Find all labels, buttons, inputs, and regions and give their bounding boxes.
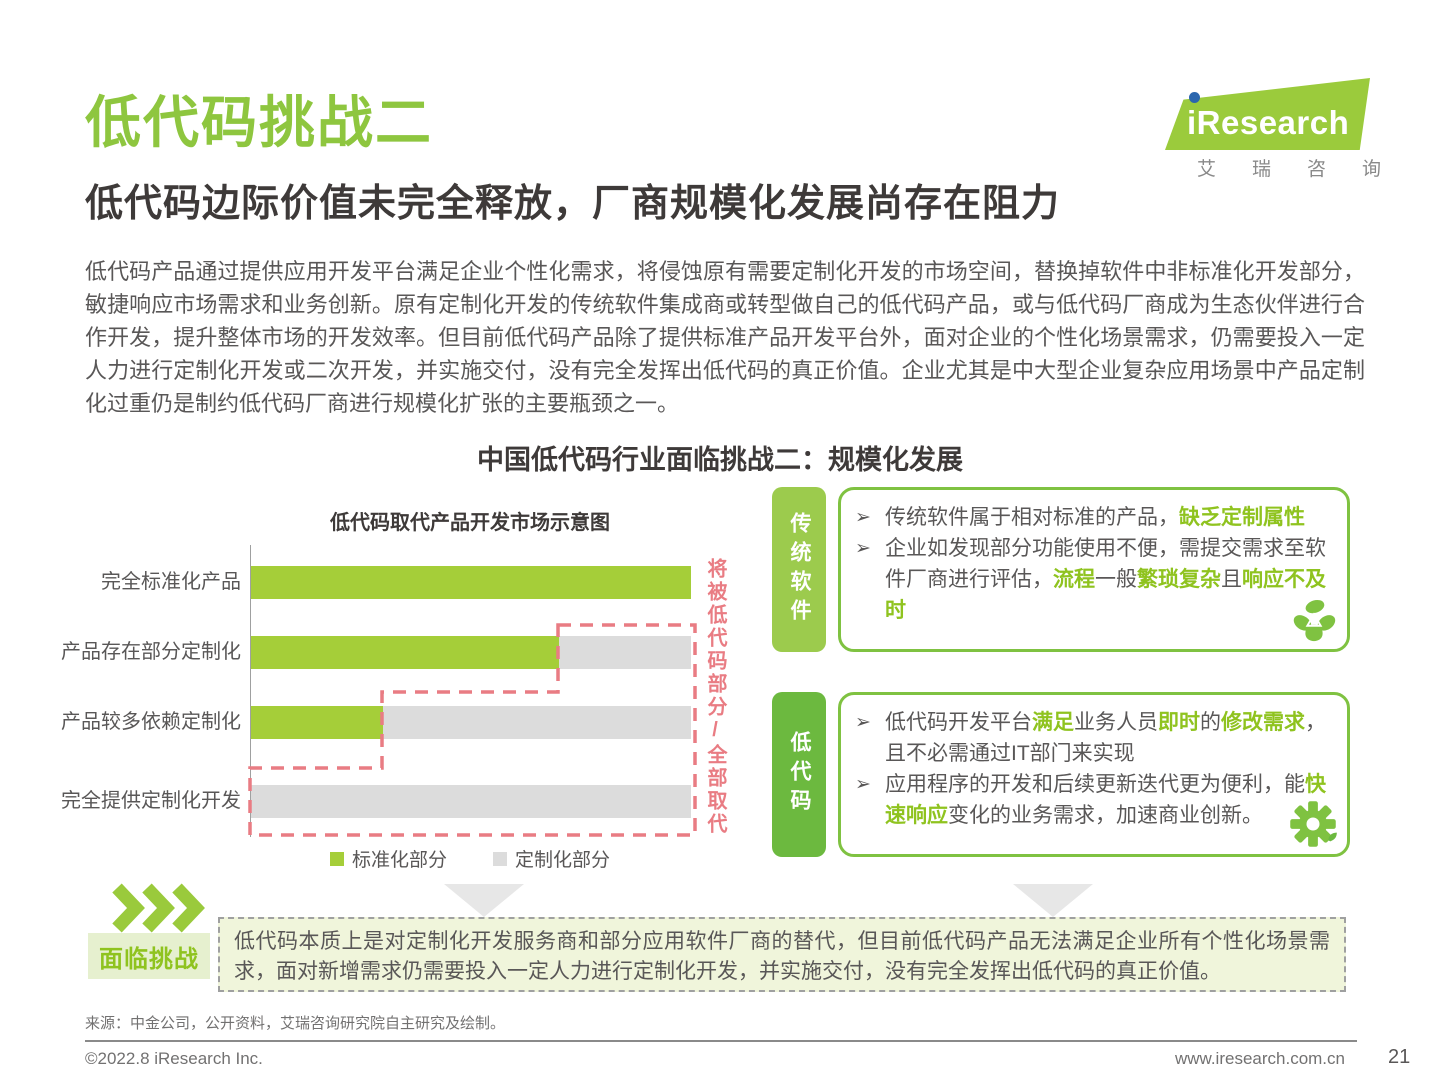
legend-swatch-icon [329, 851, 344, 866]
bullet-item: ➢ 应用程序的开发和后续更新迭代更为便利，能快速响应变化的业务需求，加速商业创新。 [855, 769, 1329, 831]
gear-icon [1290, 801, 1337, 847]
legend-label: 定制化部分 [515, 850, 611, 871]
chart-category-label: 完全标准化产品 [101, 571, 241, 593]
legend-item: 标准化部分 [329, 845, 447, 872]
arrow-bullet-icon: ➢ [855, 712, 871, 733]
copyright: ©2022.8 iResearch Inc. [85, 1049, 263, 1068]
logo-i-dot-icon [1189, 92, 1200, 103]
bullet-item: ➢ 企业如发现部分功能使用不便，需提交需求至软件厂商进行评估，流程一般繁琐复杂且响… [855, 533, 1329, 626]
bullet-item: ➢ 传统软件属于相对标准的产品，缺乏定制属性 [855, 502, 1329, 533]
arrow-bullet-icon: ➢ [855, 538, 871, 559]
chart-annotation: 将被低代码部分/全部取代 [704, 558, 726, 836]
iresearch-logo: iResearch 艾瑞咨询 [1165, 72, 1381, 180]
chart-row: 完全标准化产品 [59, 566, 691, 599]
bar-segment [383, 706, 691, 739]
intro-paragraph: 低代码产品通过提供应用开发平台满足企业个性化需求，将侵蚀原有需要定制化开发的市场… [85, 259, 1365, 416]
chart-legend: 标准化部分 定制化部分 [250, 845, 690, 872]
bullet-item: ➢ 低代码开发平台满足业务人员即时的修改需求，且不必需通过IT部门来实现 [855, 707, 1329, 769]
page-number: 21 [1388, 1046, 1411, 1068]
bar-segment [559, 636, 691, 669]
panel-tab-traditional-software: 传统软件 [772, 487, 826, 652]
bullet-list: ➢ 传统软件属于相对标准的产品，缺乏定制属性 ➢ 企业如发现部分功能使用不便，需提交需… [855, 502, 1329, 626]
section-heading: 中国低代码行业面临挑战二：规模化发展 [477, 445, 963, 475]
footer-divider [85, 1040, 1357, 1042]
bullet-text: 低代码开发平台满足业务人员即时的修改需求，且不必需通过IT部门来实现 [885, 711, 1326, 765]
chart-row: 产品较多依赖定制化 [59, 706, 691, 739]
bar-segment [251, 706, 383, 739]
plant-person-icon [1293, 599, 1336, 642]
triple-chevron-icon [112, 883, 205, 933]
bar-segment [251, 636, 559, 669]
legend-label: 标准化部分 [351, 850, 447, 871]
challenge-label: 面临挑战 [88, 933, 210, 979]
bullet-list: ➢ 低代码开发平台满足业务人员即时的修改需求，且不必需通过IT部门来实现 ➢ 应用程序… [855, 707, 1329, 831]
chart-bar [251, 706, 691, 739]
challenge-summary: 低代码本质上是对定制化开发服务商和部分应用软件厂商的替代，但目前低代码产品无法满… [218, 917, 1346, 992]
chart-bar [251, 636, 691, 669]
page-title: 低代码挑战二 [85, 91, 433, 154]
website-link[interactable]: www.iresearch.com.cn [1174, 1049, 1345, 1068]
bullet-text: 应用程序的开发和后续更新迭代更为便利，能快速响应变化的业务需求，加速商业创新。 [885, 773, 1326, 827]
chart-category-label: 产品存在部分定制化 [61, 641, 241, 663]
replaced-region-dashed-outline [248, 623, 697, 837]
bullet-text: 传统软件属于相对标准的产品，缺乏定制属性 [885, 506, 1305, 529]
panel-box-traditional-software: ➢ 传统软件属于相对标准的产品，缺乏定制属性 ➢ 企业如发现部分功能使用不便，需提交需… [838, 487, 1350, 652]
page-subtitle: 低代码边际价值未完全释放，厂商规模化发展尚存在阻力 [85, 183, 1061, 225]
bullet-text: 企业如发现部分功能使用不便，需提交需求至软件厂商进行评估，流程一般繁琐复杂且响应… [885, 537, 1326, 622]
chart-category-label: 完全提供定制化开发 [61, 790, 241, 812]
bar-segment [251, 785, 691, 818]
source-note: 来源：中金公司，公开资料，艾瑞咨询研究院自主研究及绘制。 [85, 1015, 506, 1032]
chart-category-label: 产品较多依赖定制化 [61, 711, 241, 733]
down-triangle-left [444, 884, 524, 917]
logo-chinese-name: 艾瑞咨询 [1197, 159, 1418, 180]
logo-wordmark: iResearch [1187, 104, 1350, 141]
chart-row: 完全提供定制化开发 [59, 785, 691, 818]
panel-box-low-code: ➢ 低代码开发平台满足业务人员即时的修改需求，且不必需通过IT部门来实现 ➢ 应用程序… [838, 692, 1350, 857]
chart-bar [251, 785, 691, 818]
legend-item: 定制化部分 [493, 845, 610, 872]
bar-chart: 完全标准化产品产品存在部分定制化 产品较多依赖定制化 完全提供定制化开发 [61, 545, 691, 837]
down-triangle-right [1013, 884, 1093, 917]
arrow-bullet-icon: ➢ [855, 774, 871, 795]
chart-row: 产品存在部分定制化 [59, 636, 691, 669]
chart-bar [251, 566, 691, 599]
logo-shape: iResearch [1165, 78, 1370, 150]
bar-segment [251, 566, 691, 599]
chart-title: 低代码取代产品开发市场示意图 [330, 512, 610, 534]
legend-swatch-icon [493, 851, 507, 866]
arrow-bullet-icon: ➢ [855, 507, 871, 528]
panel-tab-low-code: 低代码 [772, 692, 826, 857]
